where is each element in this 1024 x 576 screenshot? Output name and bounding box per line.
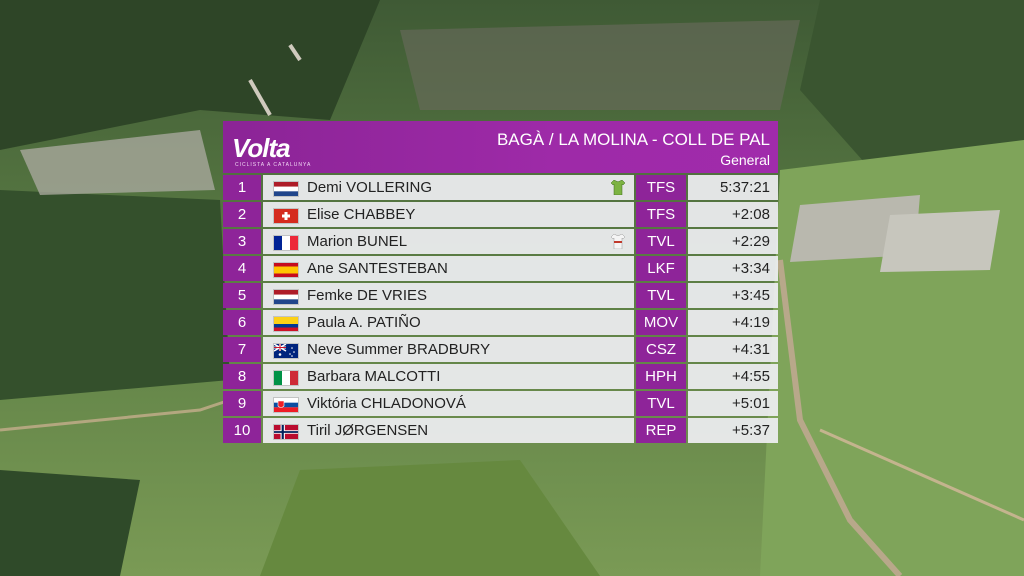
flag-ita-icon	[273, 370, 299, 386]
rider-name: Neve Summer BRADBURY	[307, 341, 491, 358]
rider-name: Viktória CHLADONOVÁ	[307, 395, 466, 412]
flag-esp-icon	[273, 262, 299, 278]
rider-position: 7	[223, 337, 261, 362]
flag-ned-icon	[273, 289, 299, 305]
rider-time: +4:55	[688, 364, 778, 389]
rider-position: 4	[223, 256, 261, 281]
team-code: TVL	[636, 283, 686, 308]
rider-name: Tiril JØRGENSEN	[307, 422, 429, 439]
rider-time: 5:37:21	[688, 175, 778, 200]
rider-position: 8	[223, 364, 261, 389]
standings-row: 8 Barbara MALCOTTI HPH +4:55	[223, 364, 778, 389]
rider-time: +3:45	[688, 283, 778, 308]
team-code: TFS	[636, 202, 686, 227]
rider-position: 10	[223, 418, 261, 443]
flag-fra-icon	[273, 235, 299, 251]
team-code: LKF	[636, 256, 686, 281]
rider-position: 6	[223, 310, 261, 335]
standings-row: 5 Femke DE VRIES TVL +3:45	[223, 283, 778, 308]
team-code: TFS	[636, 175, 686, 200]
rider-time: +5:37	[688, 418, 778, 443]
stage-title: BAGÀ / LA MOLINA - COLL DE PAL	[496, 130, 770, 149]
rider-position: 2	[223, 202, 261, 227]
rider-name: Marion BUNEL	[307, 233, 408, 250]
flag-sui-icon	[273, 208, 299, 224]
rider-time: +4:31	[688, 337, 778, 362]
rider-name-cell: Tiril JØRGENSEN	[263, 418, 634, 443]
flag-nor-icon	[273, 424, 299, 440]
volta-logo-subtitle: CICLISTA A CATALUNYA	[235, 162, 312, 168]
team-code: TVL	[636, 229, 686, 254]
rider-position: 1	[223, 175, 261, 200]
white-jersey-icon	[610, 233, 626, 250]
rider-time: +4:19	[688, 310, 778, 335]
green-jersey-icon	[610, 179, 626, 196]
rider-name-cell: Paula A. PATIÑO	[263, 310, 634, 335]
rider-name: Femke DE VRIES	[307, 287, 428, 304]
standings-row: 10 Tiril JØRGENSEN REP +5:37	[223, 418, 778, 443]
team-code: TVL	[636, 391, 686, 416]
standings-graphic: Volta CICLISTA A CATALUNYA BAGÀ / LA MOL…	[223, 121, 778, 445]
flag-col-icon	[273, 316, 299, 332]
standings-row: 6 Paula A. PATIÑO MOV +4:19	[223, 310, 778, 335]
flag-aus-icon	[273, 343, 299, 359]
rider-name: Demi VOLLERING	[307, 179, 433, 196]
team-code: HPH	[636, 364, 686, 389]
rider-name: Elise CHABBEY	[307, 206, 416, 223]
team-code: REP	[636, 418, 686, 443]
flag-svk-icon	[273, 397, 299, 413]
flag-ned-icon	[273, 181, 299, 197]
standings-row: 7 Neve Summer BRADBURY CSZ +4:31	[223, 337, 778, 362]
volta-logo: Volta	[232, 133, 291, 163]
rider-time: +2:08	[688, 202, 778, 227]
rider-name-cell: Demi VOLLERING	[263, 175, 634, 200]
team-code: CSZ	[636, 337, 686, 362]
rider-time: +3:34	[688, 256, 778, 281]
rider-name-cell: Marion BUNEL	[263, 229, 634, 254]
rider-name: Barbara MALCOTTI	[307, 368, 441, 385]
standings-row: 9 Viktória CHLADONOVÁ TVL +5:01	[223, 391, 778, 416]
standings-row: 4 Ane SANTESTEBAN LKF +3:34	[223, 256, 778, 281]
standings-row: 3 Marion BUNEL TVL +2:29	[223, 229, 778, 254]
classification-label: General	[720, 152, 770, 168]
rider-position: 9	[223, 391, 261, 416]
team-code: MOV	[636, 310, 686, 335]
rider-name-cell: Barbara MALCOTTI	[263, 364, 634, 389]
rider-name: Paula A. PATIÑO	[307, 314, 421, 331]
rider-name-cell: Neve Summer BRADBURY	[263, 337, 634, 362]
rider-name-cell: Viktória CHLADONOVÁ	[263, 391, 634, 416]
standings-row: 2 Elise CHABBEY TFS +2:08	[223, 202, 778, 227]
standings-header: Volta CICLISTA A CATALUNYA BAGÀ / LA MOL…	[223, 121, 778, 173]
standings-list: 1 Demi VOLLERING TFS 5:37:21 2 Elise CHABBEY T…	[223, 175, 778, 443]
rider-name-cell: Elise CHABBEY	[263, 202, 634, 227]
standings-row: 1 Demi VOLLERING TFS 5:37:21	[223, 175, 778, 200]
rider-time: +2:29	[688, 229, 778, 254]
rider-name: Ane SANTESTEBAN	[307, 260, 448, 277]
rider-position: 3	[223, 229, 261, 254]
rider-name-cell: Femke DE VRIES	[263, 283, 634, 308]
rider-position: 5	[223, 283, 261, 308]
rider-time: +5:01	[688, 391, 778, 416]
rider-name-cell: Ane SANTESTEBAN	[263, 256, 634, 281]
